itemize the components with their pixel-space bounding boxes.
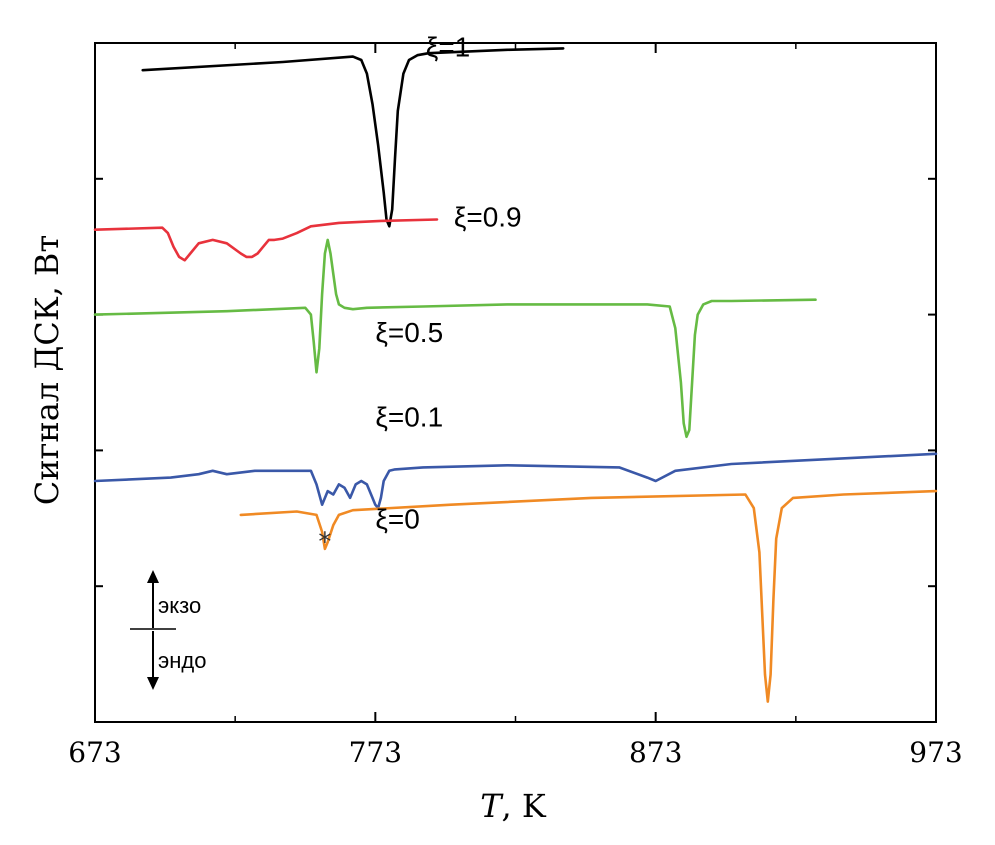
x-tick-label: 673 bbox=[68, 736, 121, 769]
series-lines bbox=[93, 47, 938, 703]
series-line-3 bbox=[93, 452, 938, 510]
series-label-1: ξ=0.9 bbox=[454, 201, 522, 232]
legend-exo-label: экзо bbox=[158, 593, 201, 618]
y-axis-title: Сигнал ДСК, Вт bbox=[28, 235, 66, 505]
series-line-1 bbox=[93, 218, 439, 262]
series-line-0 bbox=[141, 47, 565, 228]
series-labels: ξ=1 ξ=0.9 ξ=0.5 ξ=0.1 ξ=0 bbox=[375, 32, 521, 535]
legend-up-arrow-head bbox=[147, 570, 159, 583]
series-label-3: ξ=0.1 bbox=[375, 402, 443, 433]
legend-down-arrow-head bbox=[147, 677, 159, 690]
x-tick-label: 773 bbox=[349, 736, 402, 769]
series-line-4 bbox=[239, 489, 938, 703]
plot-border bbox=[94, 42, 937, 723]
plot-frame bbox=[94, 42, 937, 723]
x-axis-title-unit: , K bbox=[502, 787, 547, 825]
x-axis-ticks: 673 773 873 973 bbox=[68, 43, 963, 769]
series-label-0: ξ=1 bbox=[426, 32, 470, 63]
y-axis-ticks bbox=[95, 177, 936, 588]
series-label-2: ξ=0.5 bbox=[375, 317, 443, 348]
series-label-4: ξ=0 bbox=[375, 503, 419, 534]
exo-endo-legend: экзо эндо bbox=[130, 570, 206, 690]
series-line-2 bbox=[93, 238, 817, 439]
x-tick-label: 873 bbox=[629, 736, 682, 769]
x-axis-title: T, K bbox=[480, 787, 547, 825]
x-tick-label: 973 bbox=[909, 736, 962, 769]
legend-endo-label: эндо bbox=[158, 648, 206, 673]
x-axis-title-variable: T bbox=[480, 787, 504, 825]
asterisk-annotation: * bbox=[318, 528, 331, 558]
